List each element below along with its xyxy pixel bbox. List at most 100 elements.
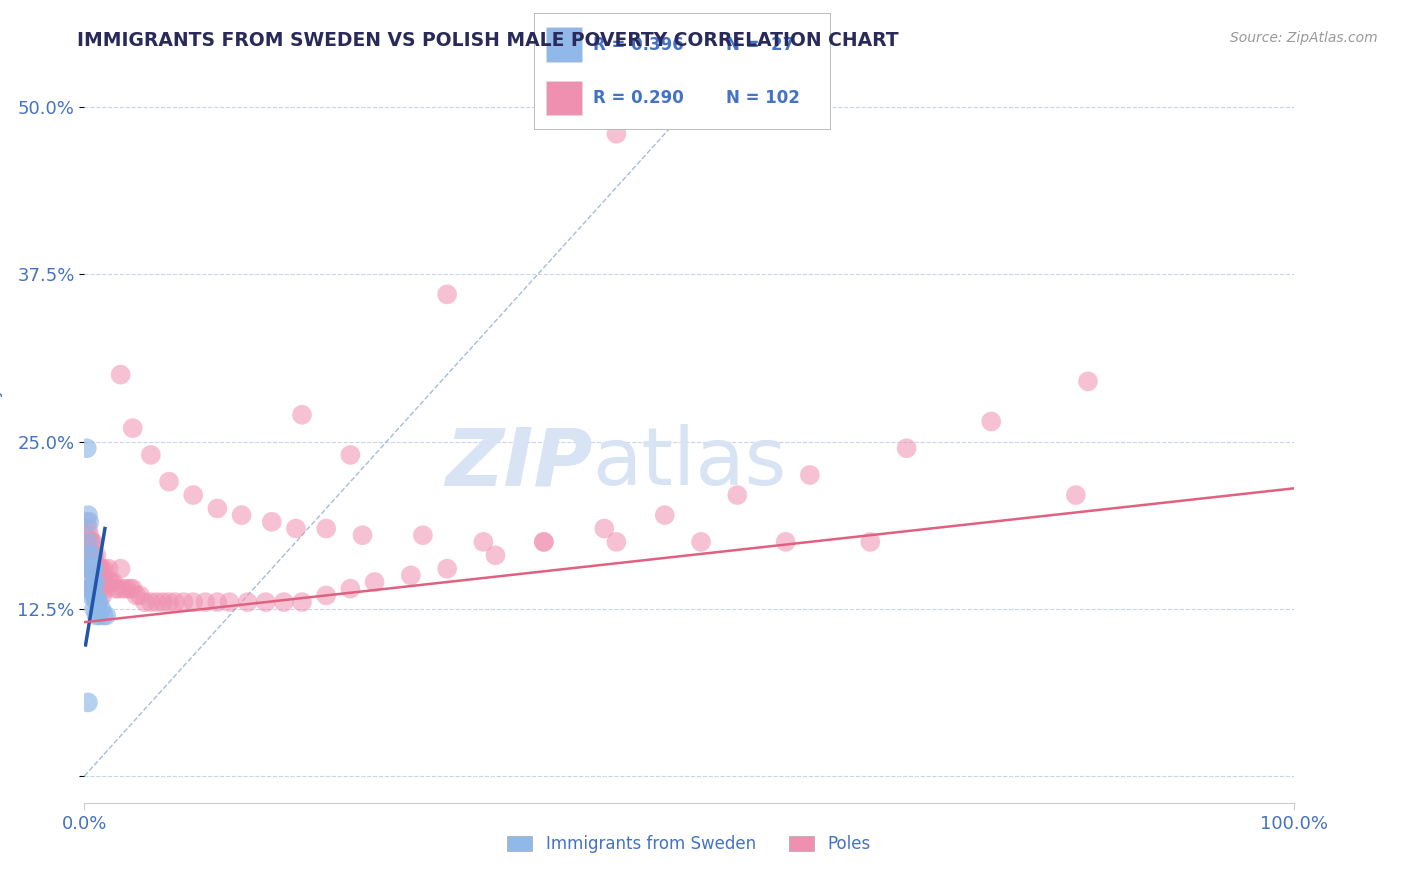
Point <box>84 568 107 582</box>
Point <box>83 582 105 596</box>
Point <box>436 562 458 576</box>
Point <box>90 602 112 616</box>
Point <box>82 562 104 576</box>
Point <box>82 548 104 563</box>
Point <box>77 515 100 529</box>
Point <box>533 535 555 549</box>
Point <box>86 562 108 576</box>
Legend: Immigrants from Sweden, Poles: Immigrants from Sweden, Poles <box>501 828 877 860</box>
FancyBboxPatch shape <box>546 80 582 115</box>
Point <box>690 535 713 549</box>
Point <box>97 562 120 576</box>
Point <box>363 575 385 590</box>
Point <box>799 467 821 482</box>
Point <box>79 562 101 576</box>
Point <box>86 582 108 596</box>
Point <box>83 562 105 576</box>
Point <box>315 521 337 535</box>
Point <box>77 696 100 710</box>
Point <box>94 608 117 623</box>
Point <box>980 414 1002 429</box>
FancyBboxPatch shape <box>546 28 582 62</box>
Point <box>654 508 676 523</box>
Point <box>76 535 98 549</box>
Point <box>83 575 105 590</box>
Point <box>399 568 422 582</box>
Point <box>412 528 434 542</box>
Point <box>134 595 156 609</box>
Point <box>91 568 114 582</box>
Point <box>77 548 100 563</box>
Point <box>84 575 107 590</box>
Point <box>83 548 105 563</box>
Point <box>82 562 104 576</box>
Point <box>77 548 100 563</box>
Point <box>93 608 115 623</box>
Text: N =  27: N = 27 <box>725 36 794 54</box>
Point <box>80 582 103 596</box>
Point <box>254 595 277 609</box>
Point <box>218 595 240 609</box>
Point <box>76 442 98 455</box>
Point <box>86 562 108 576</box>
Point <box>80 562 103 576</box>
Point <box>97 575 120 590</box>
Point <box>115 582 138 596</box>
Point <box>436 287 458 301</box>
Point <box>77 508 100 523</box>
Point <box>80 548 103 563</box>
Point <box>93 562 115 576</box>
Point <box>1064 488 1087 502</box>
Point <box>77 528 100 542</box>
Point <box>80 535 103 549</box>
Point <box>125 589 148 603</box>
Y-axis label: Male Poverty: Male Poverty <box>0 388 3 495</box>
Point <box>91 589 114 603</box>
Point <box>157 595 180 609</box>
Point <box>82 582 104 596</box>
Point <box>77 582 100 596</box>
Point <box>83 562 105 576</box>
Text: N = 102: N = 102 <box>725 89 800 107</box>
Point <box>129 589 152 603</box>
Point <box>146 595 169 609</box>
Point <box>121 582 143 596</box>
Point <box>94 575 117 590</box>
Point <box>84 589 107 603</box>
Point <box>87 562 110 576</box>
Point <box>152 595 174 609</box>
Point <box>77 521 100 535</box>
Point <box>291 408 314 422</box>
Point <box>339 582 361 596</box>
Point <box>83 602 105 616</box>
Point <box>284 521 308 535</box>
Point <box>86 595 108 609</box>
Point <box>87 595 110 609</box>
Point <box>207 501 229 516</box>
Point <box>775 535 797 549</box>
Point <box>165 595 187 609</box>
Point <box>83 589 105 603</box>
Point <box>87 582 110 596</box>
Point <box>110 368 132 382</box>
Point <box>859 535 882 549</box>
Point <box>484 548 506 563</box>
Point <box>79 582 101 596</box>
Point <box>80 562 103 576</box>
Point <box>291 595 314 609</box>
Point <box>75 528 97 542</box>
Point <box>104 582 127 596</box>
Point <box>231 508 253 523</box>
Point <box>533 535 555 549</box>
Point <box>82 548 104 563</box>
Point <box>157 475 180 489</box>
Text: R = 0.290: R = 0.290 <box>593 89 685 107</box>
Point <box>107 582 129 596</box>
Point <box>79 589 101 603</box>
Point <box>86 548 108 563</box>
Point <box>207 595 229 609</box>
Point <box>94 582 117 596</box>
Point <box>173 595 195 609</box>
Text: atlas: atlas <box>592 425 786 502</box>
Point <box>725 488 748 502</box>
